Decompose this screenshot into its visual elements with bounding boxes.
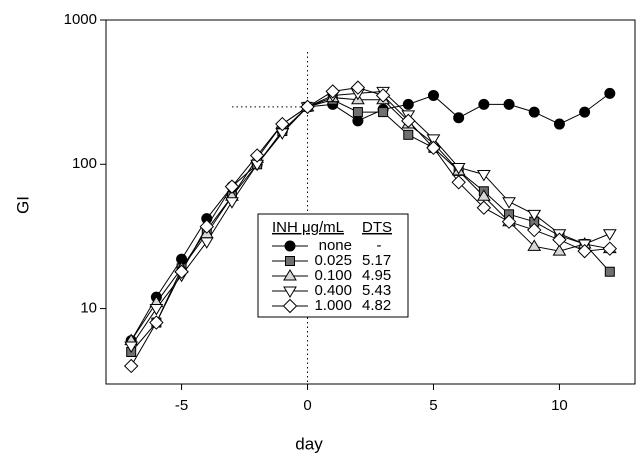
marker (604, 266, 615, 277)
marker (375, 88, 391, 103)
y-tick-label: 100 (72, 155, 97, 172)
legend-dts: - (377, 237, 382, 254)
x-axis-label: day (295, 434, 323, 453)
marker (325, 84, 340, 99)
marker (552, 232, 567, 247)
marker (451, 162, 466, 175)
legend-dts: 4.82 (362, 297, 391, 314)
marker (453, 112, 465, 124)
marker (503, 98, 515, 110)
marker (451, 175, 466, 190)
legend-label: 1.000 (314, 297, 352, 314)
legend-header: DTS (362, 219, 392, 236)
marker (602, 241, 618, 256)
marker (225, 197, 239, 209)
legend-label: 0.400 (314, 282, 352, 299)
marker (378, 107, 389, 118)
legend-marker (282, 298, 298, 314)
marker (553, 118, 565, 130)
marker (602, 229, 617, 241)
marker (174, 264, 189, 279)
marker (124, 341, 139, 353)
x-tick-label: 10 (551, 397, 568, 414)
marker (527, 239, 542, 251)
legend-header: INH μg/mL (272, 219, 344, 236)
plot-frame (105, 19, 636, 385)
marker (149, 304, 164, 316)
marker (352, 115, 364, 127)
marker (552, 244, 567, 256)
marker (199, 237, 214, 249)
marker (427, 89, 439, 101)
marker (224, 179, 240, 194)
legend-marker (284, 240, 296, 252)
legend-label: 0.100 (314, 267, 352, 284)
legend-dts: 4.95 (362, 267, 391, 284)
marker (149, 315, 164, 330)
marker (300, 99, 315, 115)
y-axis-label: GI (13, 196, 32, 214)
marker (476, 169, 491, 182)
marker (199, 219, 214, 234)
legend-dts: 5.17 (362, 252, 391, 269)
marker (275, 116, 290, 132)
marker (403, 129, 414, 140)
marker (501, 214, 517, 229)
x-tick-label: 0 (303, 397, 311, 414)
marker (577, 243, 592, 259)
marker (476, 189, 491, 201)
legend-marker (285, 256, 295, 266)
x-tick-label: -5 (175, 397, 188, 414)
marker (478, 98, 490, 110)
legend-box (257, 213, 409, 318)
marker (527, 209, 542, 222)
marker (401, 113, 416, 129)
legend-label: none (319, 237, 352, 254)
marker (350, 80, 366, 95)
marker (402, 98, 414, 110)
marker (426, 140, 441, 156)
y-tick-label: 10 (80, 300, 97, 317)
marker (352, 107, 363, 118)
marker (604, 87, 616, 99)
marker (123, 358, 139, 374)
y-tick-label: 1000 (64, 11, 97, 28)
marker (528, 106, 540, 118)
marker (249, 148, 265, 163)
legend-marker (283, 269, 297, 281)
marker (527, 222, 542, 238)
x-tick-label: 5 (429, 397, 437, 414)
legend-dts: 5.43 (362, 282, 391, 299)
legend-marker (283, 286, 297, 298)
marker (426, 134, 441, 146)
legend-label: 0.025 (314, 252, 352, 269)
marker (579, 106, 591, 118)
marker (502, 197, 516, 209)
marker (476, 200, 492, 215)
